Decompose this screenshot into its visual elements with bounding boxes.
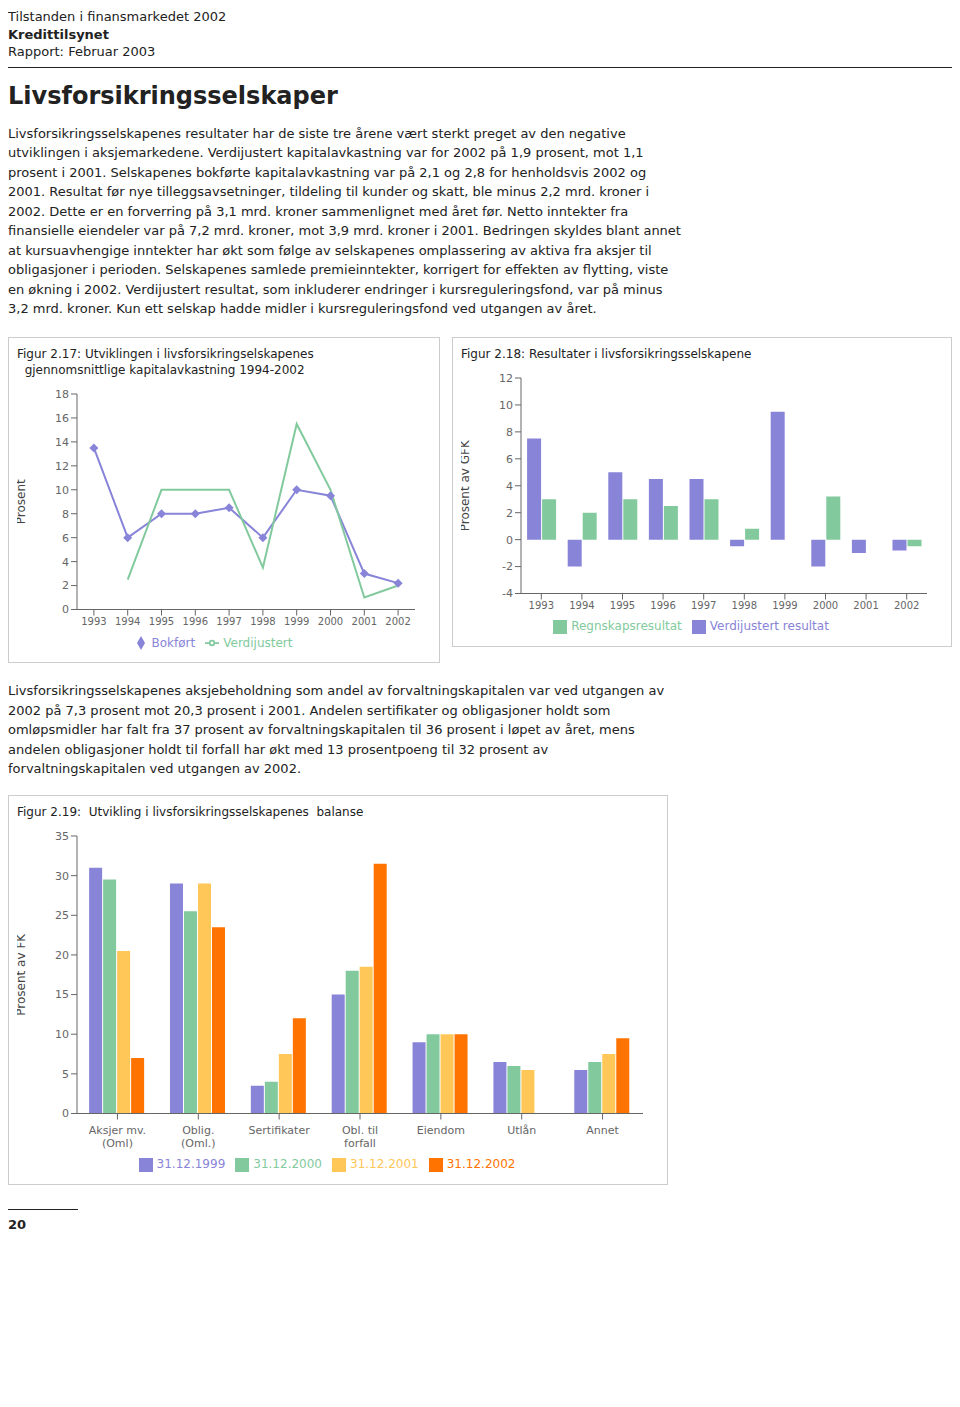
svg-text:12: 12 (55, 460, 69, 473)
html-text:Figur 2.18: Resultater i livsf: Figur 2.18: Resultater i livsforsikrings… (461, 346, 752, 361)
svg-text:1995: 1995 (610, 599, 635, 610)
html-text:prosent i 2001. Selskapenes bo: prosent i 2001. Selskapenes bokførte kap… (8, 164, 647, 180)
svg-text:1999: 1999 (284, 616, 309, 627)
svg-text:1997: 1997 (691, 599, 716, 610)
html-text:obligasjoner i perioden. Selsk: obligasjoner i perioden. Selskapenes sam… (8, 262, 669, 278)
svg-text:Obl. tilforfall: Obl. tilforfall (342, 1123, 378, 1149)
html-text:Tilstanden i finansmarkedet 20: Tilstanden i finansmarkedet 2002 (8, 9, 227, 24)
svg-text:4: 4 (62, 556, 69, 569)
html-text:Regnskapsresultat: Regnskapsresultat (571, 619, 682, 634)
svg-text:Prosent av FK: Prosent av FK (17, 932, 28, 1015)
svg-text:1998: 1998 (250, 616, 275, 627)
svg-text:12: 12 (499, 372, 513, 385)
svg-text:14: 14 (55, 436, 69, 449)
html-text:3,2 mrd. kroner. Kun ett selsk: 3,2 mrd. kroner. Kun ett selskap hadde m… (8, 301, 597, 317)
html-text:20: 20 (8, 1216, 27, 1232)
html-text:Verdijustert resultat: Verdijustert resultat (709, 619, 829, 634)
html-text:Livsforsikringsselskapenes aks: Livsforsikringsselskapenes aksjebeholdni… (8, 683, 665, 698)
html-text:Figur 2.17: Utviklingen i livs: Figur 2.17: Utviklingen i livsforsikring… (17, 346, 314, 377)
svg-text:8: 8 (506, 426, 513, 439)
svg-text:1999: 1999 (772, 599, 797, 610)
svg-text:-2: -2 (502, 560, 513, 573)
html-text:2002 på 7,3 prosent mot 20,3 p: 2002 på 7,3 prosent mot 20,3 prosent i 2… (8, 702, 611, 718)
svg-text:2001: 2001 (352, 616, 377, 627)
svg-text:15: 15 (55, 988, 69, 1001)
html-text:andelen obligasjoner holdt til: andelen obligasjoner holdt til forfall h… (8, 741, 549, 757)
svg-text:6: 6 (506, 453, 513, 466)
svg-text:2002: 2002 (385, 616, 410, 627)
svg-text:2: 2 (62, 579, 69, 592)
svg-text:2001: 2001 (853, 599, 878, 610)
html-text:utviklingen i aksjemarkedene.: utviklingen i aksjemarkedene. Verdijuste… (8, 145, 644, 161)
svg-text:8: 8 (62, 508, 69, 521)
svg-text:0: 0 (62, 603, 69, 616)
svg-text:1997: 1997 (216, 616, 241, 627)
html-text:2002. Dette er en forverring p: 2002. Dette er en forverring på 3,1 mrd.… (8, 203, 629, 219)
html-text:finansielle eiendeler var på 7: finansielle eiendeler var på 7,2 mrd. kr… (8, 223, 681, 239)
svg-text:2002: 2002 (894, 599, 919, 610)
svg-text:10: 10 (499, 399, 513, 412)
svg-text:1993: 1993 (529, 599, 554, 610)
svg-text:Utlån: Utlån (507, 1123, 536, 1136)
svg-text:5: 5 (62, 1067, 69, 1080)
html-text:31.12.1999: 31.12.1999 (156, 1157, 226, 1172)
svg-text:1994: 1994 (569, 599, 594, 610)
svg-text:6: 6 (62, 532, 69, 545)
svg-text:1998: 1998 (732, 599, 757, 610)
svg-text:18: 18 (55, 388, 69, 401)
html-text:Kredittilsynet: Kredittilsynet (8, 26, 109, 42)
svg-text:2000: 2000 (318, 616, 343, 627)
html-text:forvaltningskapitalen ved utga: forvaltningskapitalen ved utgangen av 20… (8, 761, 301, 776)
svg-text:16: 16 (55, 412, 69, 425)
html-text:at kursuavhengige inntekter ha: at kursuavhengige inntekter har økt som … (8, 242, 652, 258)
svg-text:20: 20 (55, 949, 69, 962)
svg-text:10: 10 (55, 1028, 69, 1041)
html-text:31.12.2001: 31.12.2001 (350, 1157, 419, 1172)
html-text:en økning i 2002. Verdijustert: en økning i 2002. Verdijustert resultat,… (8, 281, 663, 297)
svg-text:35: 35 (55, 830, 69, 843)
html-text:Livsforsikringsselskapenes res: Livsforsikringsselskapenes resultater ha… (8, 125, 626, 141)
html-text:Rapport: Februar 2003: Rapport: Februar 2003 (8, 44, 156, 60)
svg-text:1996: 1996 (650, 599, 675, 610)
html-text:Figur 2.19: Utvikling i livsfo: Figur 2.19: Utvikling i livsforsikringss… (17, 804, 364, 819)
svg-text:Annet: Annet (586, 1123, 619, 1136)
svg-text:4: 4 (506, 479, 513, 492)
svg-text:0: 0 (506, 533, 513, 546)
html-text:31.12.2002: 31.12.2002 (446, 1157, 516, 1172)
svg-text:2: 2 (506, 506, 513, 519)
svg-text:Prosent: Prosent (17, 479, 28, 524)
html-text:Bokført: Bokført (151, 635, 196, 650)
svg-text:25: 25 (55, 909, 69, 922)
html-text:Livsforsikringsselskaper: Livsforsikringsselskaper (8, 81, 338, 110)
svg-text:Eiendom: Eiendom (417, 1123, 465, 1136)
html-text:2001. Resultat før nye tillegg: 2001. Resultat før nye tilleggsavsetning… (8, 184, 650, 200)
svg-text:1993: 1993 (81, 616, 106, 627)
svg-text:Aksjer mv.(Oml): Aksjer mv.(Oml) (89, 1123, 146, 1149)
svg-text:Prosent av GFK: Prosent av GFK (461, 439, 472, 531)
svg-text:1994: 1994 (115, 616, 140, 627)
html-text:31.12.2000: 31.12.2000 (253, 1157, 322, 1172)
svg-text:Sertifikater: Sertifikater (249, 1123, 311, 1136)
svg-text:2000: 2000 (813, 599, 838, 610)
svg-text:10: 10 (55, 484, 69, 497)
svg-text:1996: 1996 (183, 616, 208, 627)
svg-text:Oblig.(Oml.): Oblig.(Oml.) (181, 1123, 216, 1149)
svg-text:0: 0 (62, 1107, 69, 1120)
svg-text:-4: -4 (502, 587, 513, 600)
svg-text:1995: 1995 (149, 616, 174, 627)
html-text:Verdijustert: Verdijustert (223, 635, 293, 650)
html-text:omløpsmidler har falt fra 37 p: omløpsmidler har falt fra 37 prosent av … (8, 722, 635, 737)
svg-text:30: 30 (55, 869, 69, 882)
